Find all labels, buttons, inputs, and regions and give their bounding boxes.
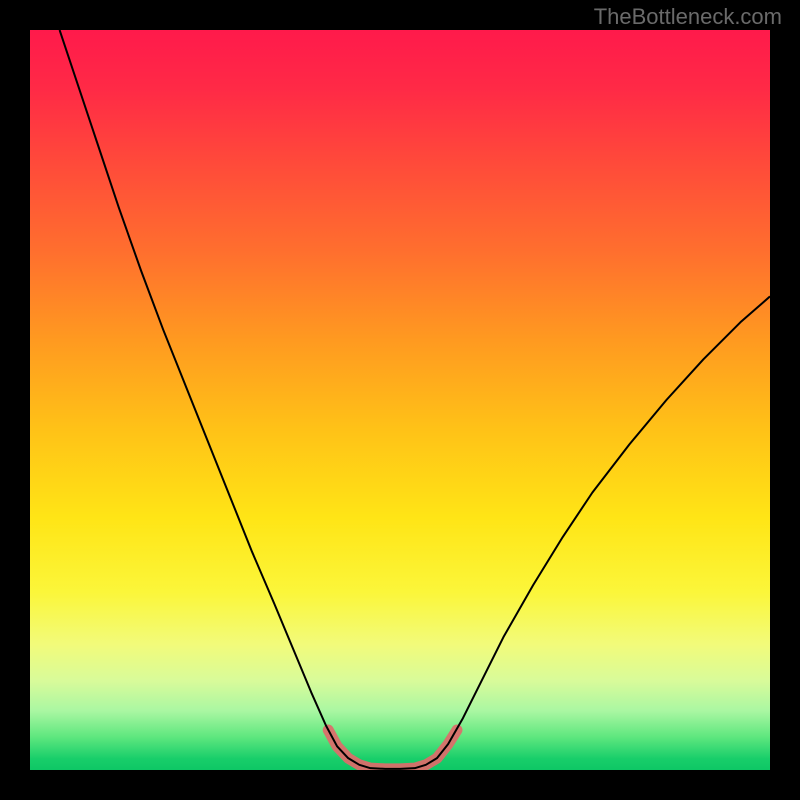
chart-stage: TheBottleneck.com	[0, 0, 800, 800]
gradient-background	[30, 30, 770, 770]
bottleneck-chart	[0, 0, 800, 800]
watermark-text: TheBottleneck.com	[594, 4, 782, 30]
